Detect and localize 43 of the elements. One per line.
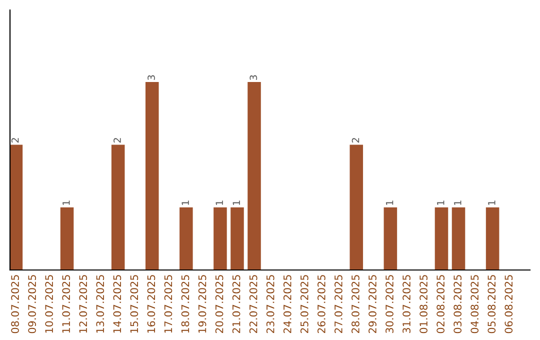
x-tick-label: 02.08.2025 <box>436 275 445 334</box>
data-label: 1 <box>437 200 444 205</box>
x-tick-label: 13.07.2025 <box>96 275 104 333</box>
x-tick-label: 27.07.2025 <box>334 275 342 334</box>
data-label: 1 <box>386 200 394 205</box>
data-label: 1 <box>488 200 496 205</box>
data-label: 2 <box>11 138 19 143</box>
x-tick-label: 12.07.2025 <box>79 275 88 333</box>
x-tick-label: 25.07.2025 <box>300 275 308 334</box>
x-tick-label: 30.07.2025 <box>386 275 394 334</box>
x-tick-label: 09.07.2025 <box>28 275 36 334</box>
data-label: 3 <box>148 75 155 80</box>
x-tick-label: 05.08.2025 <box>488 275 496 334</box>
data-label: 1 <box>454 200 462 205</box>
data-label: 2 <box>352 138 360 143</box>
x-tick-label: 17.07.2025 <box>164 275 172 333</box>
data-label: 1 <box>62 200 70 205</box>
data-label: 3 <box>250 75 258 80</box>
x-tick-label: 20.07.2025 <box>215 275 224 334</box>
x-tick-label: 18.07.2025 <box>181 275 190 333</box>
x-tick-label: 19.07.2025 <box>198 275 206 333</box>
x-tick-label: 22.07.2025 <box>249 275 258 334</box>
x-tick-label: 15.07.2025 <box>130 275 138 333</box>
x-tick-label: 01.08.2025 <box>420 275 428 334</box>
data-label: 1 <box>232 200 240 205</box>
x-tick-label: 28.07.2025 <box>352 275 360 334</box>
x-tick-label: 16.07.2025 <box>147 275 156 333</box>
x-tick-label: 29.07.2025 <box>368 275 376 334</box>
data-label: 2 <box>114 138 121 143</box>
x-tick-label: 14.07.2025 <box>113 275 122 333</box>
data-label: 1 <box>216 200 223 205</box>
x-tick-label: 03.08.2025 <box>454 275 462 334</box>
x-tick-label: 11.07.2025 <box>62 275 70 333</box>
x-tick-label: 23.07.2025 <box>266 275 274 334</box>
x-tick-label: 24.07.2025 <box>283 275 292 334</box>
data-label: 1 <box>182 200 189 205</box>
x-tick-label: 21.07.2025 <box>232 275 240 334</box>
x-tick-label: 04.08.2025 <box>470 275 479 334</box>
x-tick-label: 10.07.2025 <box>45 275 54 333</box>
x-tick-label: 06.08.2025 <box>504 275 513 334</box>
x-tick-label: 31.07.2025 <box>402 275 410 334</box>
x-tick-label: 08.07.2025 <box>11 275 19 334</box>
x-tick-label: 26.07.2025 <box>317 275 326 334</box>
